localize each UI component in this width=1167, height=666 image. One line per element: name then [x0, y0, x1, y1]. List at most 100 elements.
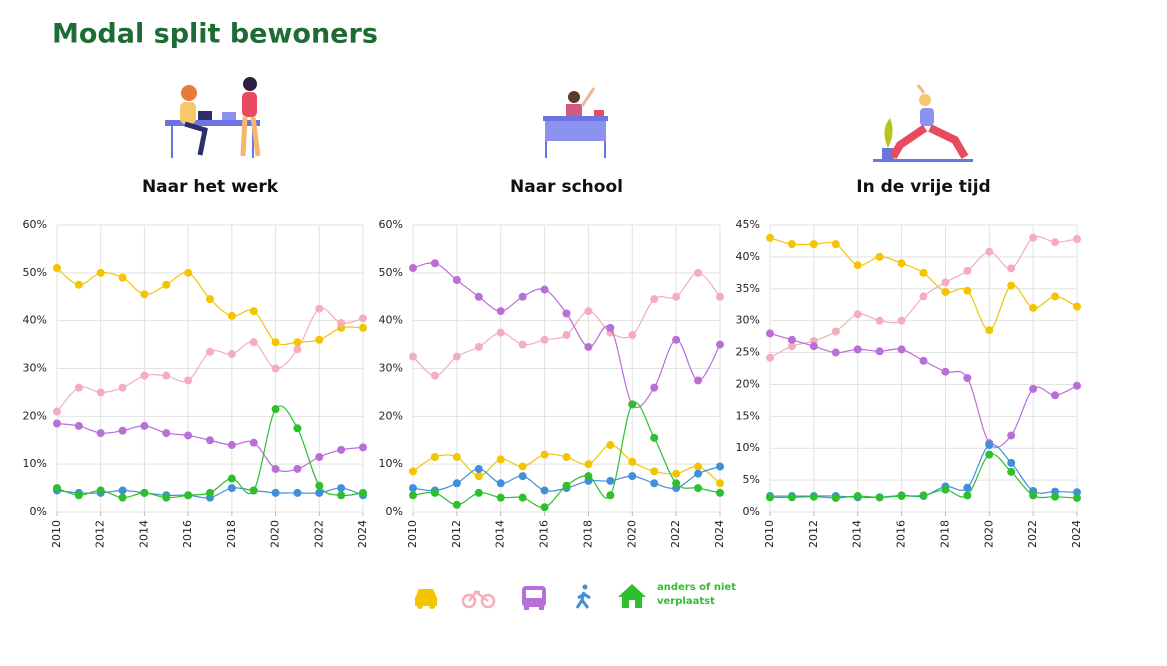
data-point	[293, 464, 302, 473]
data-point	[963, 374, 972, 383]
legend-label: anders of niet verplaatst	[657, 582, 736, 607]
data-point	[452, 352, 461, 361]
data-point	[337, 445, 346, 454]
data-point	[963, 286, 972, 295]
data-point	[96, 486, 105, 495]
data-point	[227, 484, 236, 493]
data-point	[1007, 458, 1016, 467]
x-tick-label: 2020	[625, 520, 638, 548]
data-point	[409, 467, 417, 476]
x-tick-label: 2014	[494, 520, 507, 548]
data-point	[1007, 431, 1016, 440]
data-point	[1051, 238, 1060, 247]
legend-bike	[461, 590, 496, 609]
data-point	[1073, 235, 1081, 244]
data-point	[787, 335, 796, 344]
data-point	[337, 484, 346, 493]
data-point	[628, 457, 637, 466]
data-point	[766, 493, 774, 502]
data-point	[430, 488, 439, 497]
data-point	[315, 481, 324, 490]
data-point	[985, 450, 994, 459]
data-point	[831, 240, 840, 249]
data-point	[831, 348, 840, 357]
data-point	[409, 484, 417, 493]
data-point	[518, 462, 527, 471]
data-point	[249, 486, 258, 495]
data-point	[227, 474, 236, 483]
data-point	[716, 462, 724, 471]
data-point	[118, 426, 127, 435]
y-tick-label: 40%	[379, 314, 403, 327]
data-point	[897, 316, 906, 325]
data-point	[919, 268, 928, 277]
x-tick-label: 2016	[538, 520, 551, 548]
data-point	[694, 484, 703, 493]
data-point	[409, 491, 417, 500]
data-point	[271, 338, 280, 347]
data-point	[206, 436, 214, 445]
data-point	[518, 340, 527, 349]
illustration-work	[165, 77, 261, 158]
data-point	[1073, 302, 1081, 311]
data-point	[540, 285, 549, 294]
legend-bus	[522, 586, 546, 610]
x-tick-label: 2024	[356, 520, 369, 548]
data-point	[540, 335, 549, 344]
data-point	[315, 452, 324, 461]
series-line	[412, 272, 721, 377]
data-point	[315, 335, 324, 344]
chart-title: Naar school	[510, 177, 623, 197]
data-point	[694, 376, 703, 385]
data-point	[359, 314, 367, 323]
illustration-school	[543, 87, 608, 158]
data-point	[672, 479, 681, 488]
data-point	[584, 472, 593, 481]
data-point	[1029, 491, 1038, 500]
y-tick-label: 0%	[386, 505, 403, 518]
data-point	[96, 388, 105, 397]
y-tick-label: 35%	[736, 282, 760, 295]
data-point	[650, 433, 659, 442]
data-point	[941, 287, 950, 296]
data-point	[293, 424, 302, 433]
data-point	[897, 492, 906, 501]
data-point	[672, 335, 681, 344]
data-point	[184, 268, 193, 277]
y-tick-label: 15%	[736, 409, 760, 422]
data-point	[963, 266, 972, 275]
data-point	[452, 479, 461, 488]
data-point	[875, 493, 884, 502]
data-point	[1007, 281, 1016, 290]
data-point	[1051, 492, 1060, 501]
data-point	[919, 292, 928, 301]
data-point	[1073, 488, 1081, 497]
x-tick-label: 2018	[225, 520, 238, 548]
data-point	[271, 364, 280, 373]
data-point	[430, 371, 439, 380]
page-title: Modal split bewoners	[52, 19, 378, 50]
legend-home	[618, 584, 646, 608]
y-tick-label: 20%	[379, 409, 403, 422]
data-point	[118, 383, 127, 392]
data-point	[853, 261, 862, 270]
data-point	[249, 338, 258, 347]
data-point	[409, 264, 417, 273]
chart: In de vrije tijd 0% 5% 10% 15% 20% 25% 30% 35% 40…	[736, 177, 1083, 548]
data-point	[293, 488, 302, 497]
y-tick-label: 30%	[379, 362, 403, 375]
data-point	[606, 491, 615, 500]
y-tick-label: 20%	[23, 409, 47, 422]
data-point	[628, 331, 637, 340]
data-point	[496, 479, 505, 488]
data-point	[650, 467, 659, 476]
data-point	[628, 472, 637, 481]
data-point	[496, 455, 505, 464]
y-tick-label: 0%	[743, 505, 760, 518]
x-tick-label: 2012	[94, 520, 107, 548]
data-point	[409, 352, 417, 361]
data-point	[606, 323, 615, 332]
data-point	[184, 431, 193, 440]
data-point	[853, 345, 862, 354]
